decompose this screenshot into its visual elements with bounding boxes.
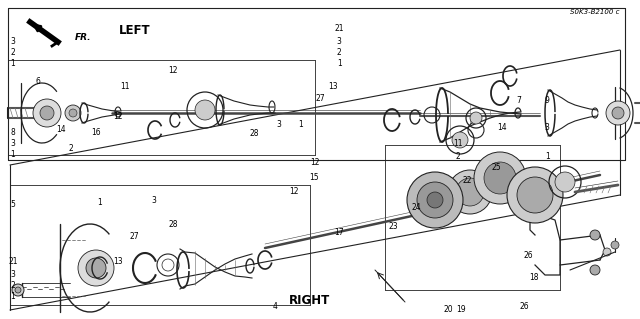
Text: 3: 3: [337, 37, 342, 46]
Text: RIGHT: RIGHT: [289, 293, 331, 307]
Text: 12: 12: [114, 112, 123, 121]
Text: 1: 1: [298, 120, 303, 129]
Text: 21: 21: [335, 24, 344, 33]
Text: 1: 1: [545, 152, 550, 161]
Circle shape: [33, 99, 61, 127]
Text: 3: 3: [276, 120, 281, 129]
Text: 26: 26: [520, 302, 530, 311]
Circle shape: [15, 287, 21, 293]
Circle shape: [456, 178, 484, 206]
Text: 25: 25: [491, 163, 501, 172]
Circle shape: [69, 109, 77, 117]
Text: 15: 15: [308, 173, 319, 182]
Text: 24: 24: [411, 203, 421, 212]
Text: 17: 17: [334, 228, 344, 237]
Text: 19: 19: [456, 305, 466, 314]
Text: 2: 2: [68, 144, 73, 153]
Text: 20: 20: [443, 305, 453, 314]
Text: 22: 22: [463, 176, 472, 185]
Circle shape: [427, 192, 443, 208]
Text: 2: 2: [10, 281, 15, 290]
Circle shape: [78, 250, 114, 286]
Text: 3: 3: [10, 270, 15, 279]
Text: 9: 9: [545, 96, 550, 105]
Circle shape: [590, 230, 600, 240]
Text: 28: 28: [168, 220, 177, 229]
Text: FR.: FR.: [75, 33, 92, 41]
Circle shape: [417, 182, 453, 218]
Text: 1: 1: [10, 59, 15, 68]
Text: 12: 12: [168, 66, 177, 75]
Text: S0K3-B2100 c: S0K3-B2100 c: [570, 9, 620, 15]
Text: 11: 11: [453, 139, 462, 148]
Text: 2: 2: [337, 48, 342, 57]
Text: 11: 11: [120, 82, 129, 91]
Text: 8: 8: [10, 128, 15, 137]
Circle shape: [407, 172, 463, 228]
Text: 1: 1: [10, 292, 15, 301]
Circle shape: [40, 106, 54, 120]
Text: 27: 27: [315, 94, 325, 103]
Text: 2: 2: [10, 48, 15, 57]
Text: 2: 2: [455, 152, 460, 161]
Circle shape: [470, 112, 482, 124]
Text: 3: 3: [10, 37, 15, 46]
Circle shape: [448, 170, 492, 214]
Circle shape: [195, 100, 215, 120]
Text: 1: 1: [337, 59, 342, 68]
Circle shape: [65, 105, 81, 121]
Text: 12: 12: [310, 158, 319, 167]
Circle shape: [612, 107, 624, 119]
Circle shape: [474, 152, 526, 204]
Text: 6: 6: [36, 77, 41, 86]
Text: 18: 18: [530, 273, 539, 282]
Text: 3: 3: [545, 123, 550, 132]
Circle shape: [606, 101, 630, 125]
Text: 3: 3: [10, 139, 15, 148]
Text: LEFT: LEFT: [119, 24, 151, 36]
Circle shape: [590, 265, 600, 275]
Text: 14: 14: [497, 123, 508, 132]
Circle shape: [555, 172, 575, 192]
Text: 5: 5: [10, 200, 15, 209]
Circle shape: [86, 258, 106, 278]
Circle shape: [484, 162, 516, 194]
Text: 1: 1: [97, 198, 102, 207]
Circle shape: [517, 177, 553, 213]
Text: 23: 23: [388, 222, 399, 231]
Circle shape: [452, 132, 468, 148]
Circle shape: [12, 284, 24, 296]
Text: 14: 14: [56, 125, 66, 134]
Text: 13: 13: [328, 82, 338, 91]
Text: 12: 12: [290, 187, 299, 196]
Text: 26: 26: [523, 251, 533, 260]
Text: 16: 16: [91, 128, 101, 137]
Text: 13: 13: [113, 257, 124, 266]
Circle shape: [603, 248, 611, 256]
Text: 3: 3: [151, 197, 156, 205]
Text: 27: 27: [129, 232, 140, 241]
Circle shape: [611, 241, 619, 249]
Text: 21: 21: [8, 257, 17, 266]
Text: 4: 4: [273, 302, 278, 311]
Text: 28: 28: [250, 130, 259, 138]
Text: 7: 7: [516, 96, 521, 105]
Text: 1: 1: [10, 150, 15, 159]
Circle shape: [507, 167, 563, 223]
